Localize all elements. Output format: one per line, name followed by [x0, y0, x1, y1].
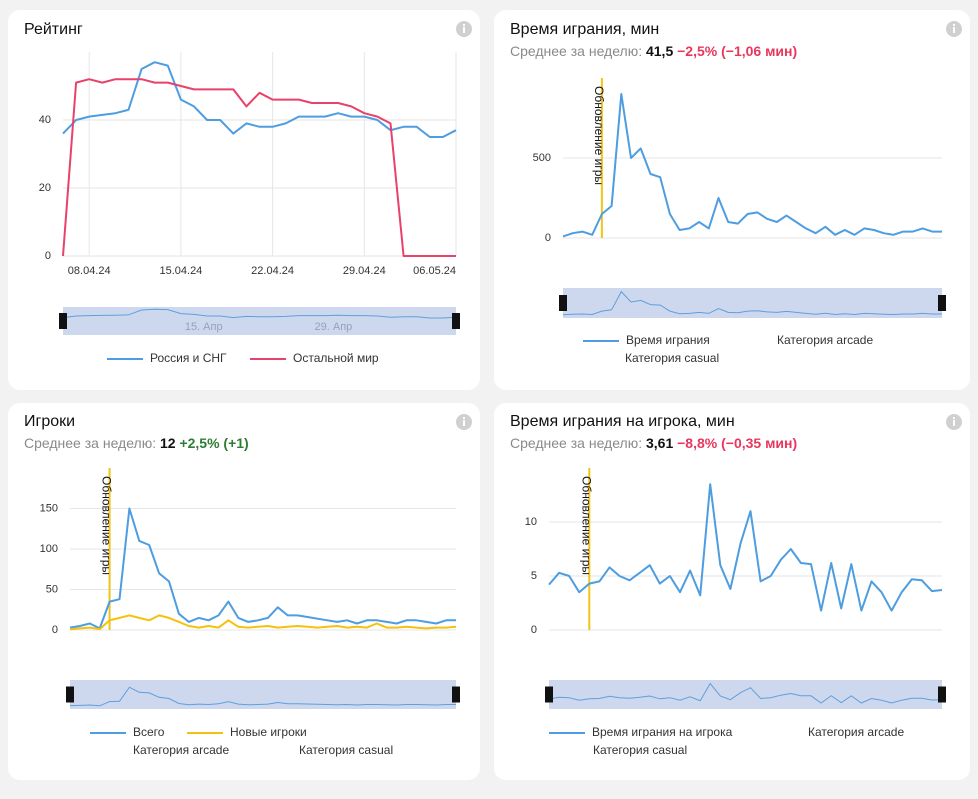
- annotation-label: Обновление игры: [100, 476, 114, 575]
- info-icon-glyph: [953, 417, 955, 419]
- navigator[interactable]: [549, 680, 942, 709]
- series-line: [562, 93, 942, 238]
- x-tick-label: 08.04.24: [68, 265, 111, 277]
- legend-label[interactable]: Время играния на игрока: [592, 725, 733, 739]
- series-line: [62, 78, 456, 257]
- info-icon-glyph: [463, 27, 465, 33]
- chart-title: Игроки: [24, 413, 75, 430]
- navigator[interactable]: [563, 288, 942, 318]
- navigator-handle[interactable]: [938, 686, 946, 703]
- y-tick-label: 0: [52, 624, 58, 636]
- legend-label[interactable]: Россия и СНГ: [150, 351, 227, 365]
- card: [8, 403, 480, 780]
- navigator-label: 29. Апр: [315, 321, 353, 333]
- series-line: [69, 614, 457, 631]
- navigator-line: [69, 686, 456, 707]
- stats-value: 12: [160, 435, 176, 451]
- chart-title: Рейтинг: [24, 21, 83, 38]
- series-line: [548, 483, 943, 612]
- navigator-handle[interactable]: [938, 295, 946, 311]
- y-tick-label: 100: [40, 543, 58, 555]
- legend-label[interactable]: Остальной мир: [293, 351, 379, 365]
- stats-value: 41,5: [646, 43, 673, 59]
- navigator-handle[interactable]: [59, 313, 67, 329]
- x-tick-label: 15.04.24: [159, 265, 202, 277]
- stats-change: +2,5% (+1): [179, 435, 248, 451]
- y-tick-label: 20: [39, 182, 51, 194]
- legend-label[interactable]: Категория arcade: [808, 725, 904, 739]
- stats: Среднее за неделю: 41,5 −2,5% (−1,06 мин…: [510, 43, 797, 59]
- x-tick-label: 29.04.24: [343, 265, 386, 277]
- x-tick-label: 22.04.24: [251, 265, 294, 277]
- legend-label[interactable]: Всего: [133, 725, 165, 739]
- navigator-handle[interactable]: [452, 313, 460, 329]
- card: [8, 10, 480, 390]
- legend-label[interactable]: Категория casual: [593, 743, 687, 757]
- info-icon-glyph: [953, 27, 955, 33]
- navigator-handle[interactable]: [545, 686, 553, 703]
- stats-label: Среднее за неделю:: [510, 435, 642, 451]
- stats-label: Среднее за неделю:: [510, 43, 642, 59]
- legend-label[interactable]: Категория arcade: [777, 333, 873, 347]
- navigator[interactable]: [63, 307, 456, 335]
- x-tick-label: 06.05.24: [413, 265, 456, 277]
- legend-label[interactable]: Новые игроки: [230, 725, 307, 739]
- legend-label[interactable]: Категория casual: [625, 351, 719, 365]
- stats-label: Среднее за неделю:: [24, 435, 156, 451]
- chart-title: Время играния, мин: [510, 21, 659, 38]
- series-line: [69, 507, 456, 630]
- stats: Среднее за неделю: 3,61 −8,8% (−0,35 мин…: [510, 435, 797, 451]
- annotation-label: Обновление игры: [579, 476, 593, 575]
- stats-change: −8,8% (−0,35 мин): [677, 435, 797, 451]
- legend-label[interactable]: Категория arcade: [133, 743, 229, 757]
- navigator-label: 15. Апр: [185, 321, 223, 333]
- y-tick-label: 150: [40, 502, 58, 514]
- y-tick-label: 0: [45, 250, 51, 262]
- stats-value: 3,61: [646, 435, 673, 451]
- navigator-handle[interactable]: [452, 686, 460, 703]
- info-icon-glyph: [463, 420, 465, 426]
- y-tick-label: 0: [531, 624, 537, 636]
- navigator-handle[interactable]: [559, 295, 567, 311]
- navigator-line: [548, 682, 943, 704]
- info-icon-glyph: [953, 420, 955, 426]
- card: [494, 10, 970, 390]
- y-tick-label: 10: [525, 516, 537, 528]
- card: [494, 403, 970, 780]
- y-tick-label: 5: [531, 570, 537, 582]
- y-tick-label: 0: [545, 232, 551, 244]
- navigator-line: [62, 308, 457, 319]
- info-icon-glyph: [463, 24, 465, 26]
- navigator-handle[interactable]: [66, 686, 74, 703]
- navigator-line: [562, 290, 942, 316]
- legend-label[interactable]: Категория casual: [299, 743, 393, 757]
- y-tick-label: 500: [533, 152, 551, 164]
- y-tick-label: 40: [39, 114, 51, 126]
- info-icon-glyph: [463, 417, 465, 419]
- legend-label[interactable]: Время играния: [626, 333, 710, 347]
- annotation-label: Обновление игры: [592, 86, 606, 185]
- info-icon-glyph: [953, 24, 955, 26]
- stats-change: −2,5% (−1,06 мин): [677, 43, 797, 59]
- chart-title: Время играния на игрока, мин: [510, 413, 735, 430]
- stats: Среднее за неделю: 12 +2,5% (+1): [24, 435, 249, 451]
- y-tick-label: 50: [46, 583, 58, 595]
